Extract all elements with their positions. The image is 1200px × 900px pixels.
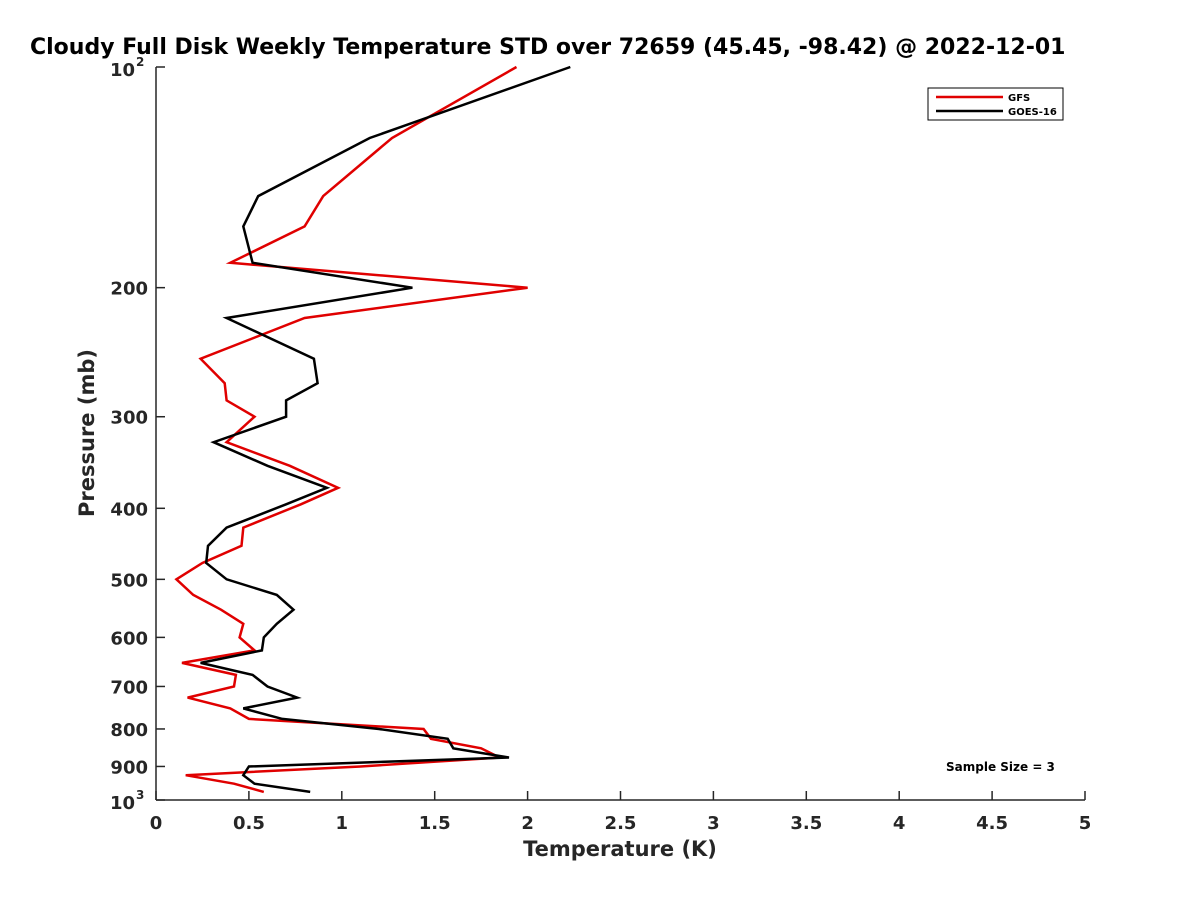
x-tick-label: 2 (521, 813, 534, 834)
y-tick-label: 10 (110, 793, 135, 814)
series-line-gfs (174, 65, 528, 794)
x-tick-label: 4 (893, 813, 906, 834)
y-tick-label: 10 (110, 60, 135, 81)
y-tick-label-exponent: 3 (136, 788, 144, 802)
y-tick-label: 900 (110, 757, 148, 778)
y-tick-label: 700 (110, 677, 148, 698)
x-tick-label: 1 (336, 813, 349, 834)
y-tick-label: 800 (110, 720, 148, 741)
y-tick-label: 200 (110, 279, 148, 300)
series-line-goes16 (200, 65, 571, 794)
x-tick-label: 1.5 (419, 813, 451, 834)
sample-size-annotation: Sample Size = 3 (946, 760, 1055, 774)
legend: GFS GOES-16 (927, 87, 1064, 121)
x-tick-label: 3.5 (790, 813, 822, 834)
y-tick-label: 300 (110, 408, 148, 429)
x-tick-label: 4.5 (976, 813, 1008, 834)
y-tick-label-exponent: 2 (136, 55, 144, 69)
x-axis-label: Temperature (K) (523, 837, 717, 861)
x-tick-label: 0 (150, 813, 163, 834)
legend-label-goes16: GOES-16 (1008, 107, 1057, 118)
legend-label-gfs: GFS (1008, 93, 1030, 104)
y-tick-label: 400 (110, 499, 148, 520)
y-axis-label: Pressure (mb) (75, 349, 99, 517)
y-tick-label: 500 (110, 570, 148, 591)
legend-box (927, 87, 1064, 121)
x-tick-label: 0.5 (233, 813, 265, 834)
x-tick-label: 3 (707, 813, 720, 834)
chart-title: Cloudy Full Disk Weekly Temperature STD … (30, 35, 1065, 60)
y-tick-label: 600 (110, 628, 148, 649)
x-tick-label: 5 (1079, 813, 1092, 834)
x-tick-label: 2.5 (605, 813, 637, 834)
plot-area: 0 0.5 1 1.5 2 2.5 3 3.5 4 4.5 510 22003004005006007… (110, 55, 1091, 834)
